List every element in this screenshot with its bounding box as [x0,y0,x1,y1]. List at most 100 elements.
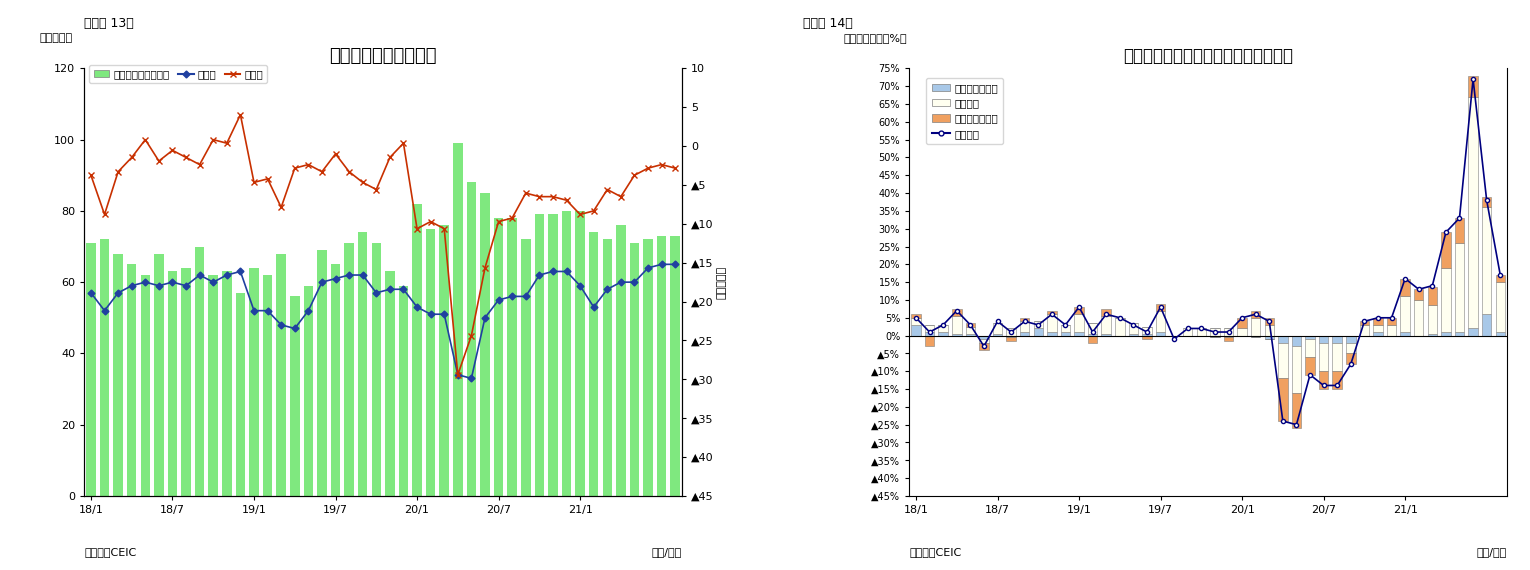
Bar [1469,97,1478,328]
Bar [1102,334,1111,336]
Bar [534,214,545,496]
Bar [965,327,975,334]
Bar [1455,218,1464,243]
Bar [494,218,503,496]
Bar [1374,317,1383,325]
Bar [1155,311,1166,332]
Bar [630,243,640,496]
Bar [1441,233,1450,268]
Bar [1305,336,1314,339]
Bar [603,239,612,496]
Bar [99,239,109,496]
Bar [1278,336,1288,343]
Bar [1021,317,1030,321]
Bar [924,336,935,346]
Bar [548,214,557,496]
Bar [1238,328,1247,336]
Bar [1319,343,1328,371]
Bar [181,268,191,496]
Bar [1455,332,1464,336]
Bar [1346,353,1356,364]
Bar [952,334,961,336]
Bar [979,343,988,350]
Bar [412,203,422,496]
Bar [952,316,961,334]
Y-axis label: （億ドル）: （億ドル） [716,266,727,299]
Bar [1115,317,1125,336]
Bar [1196,328,1206,336]
Bar [1088,323,1097,334]
Bar [453,143,462,496]
Bar [979,339,988,343]
Bar [1386,325,1397,336]
Bar [938,325,949,332]
Bar [965,334,975,336]
Title: フィリピンの貳易収支: フィリピンの貳易収支 [329,47,438,66]
Bar [1319,336,1328,343]
Bar [1210,336,1219,337]
Bar [1264,325,1274,336]
Title: フィリピン　輸出の伸び率（品目別）: フィリピン 輸出の伸び率（品目別） [1123,47,1293,66]
Bar [141,275,150,496]
Legend: 貳易収支（右目盛）, 輸出額, 輸入額: 貳易収支（右目盛）, 輸出額, 輸入額 [89,65,268,83]
Bar [670,236,679,496]
Bar [467,182,476,496]
Bar [1495,332,1506,336]
Bar [1143,334,1152,336]
Bar [1047,314,1057,332]
Bar [617,225,626,496]
Bar [1034,328,1043,336]
Bar [1400,296,1411,332]
Bar [656,236,667,496]
Bar [194,246,205,496]
Bar [1155,332,1166,336]
Bar [439,225,448,496]
Bar [1441,332,1450,336]
Bar [979,336,988,339]
Bar [1386,317,1397,325]
Bar [1143,336,1152,339]
Bar [1034,321,1043,328]
Bar [127,264,136,496]
Bar [1021,332,1030,336]
Text: （資料）CEIC: （資料）CEIC [84,547,136,557]
Bar [386,271,395,496]
Bar [1333,343,1342,371]
Bar [168,271,177,496]
Bar [1305,339,1314,357]
Bar [1047,311,1057,314]
Bar [1021,321,1030,332]
Bar [1074,314,1083,332]
Legend: 一次産品・燃料, 電子製品, その他製品など, 輸出合計: 一次産品・燃料, 電子製品, その他製品など, 輸出合計 [926,78,1004,144]
Text: （年/月）: （年/月） [1476,547,1507,557]
Bar [1238,317,1247,328]
Bar [562,211,571,496]
Bar [1469,75,1478,97]
Text: （資料）CEIC: （資料）CEIC [909,547,961,557]
Bar [303,286,314,496]
Bar [1346,336,1356,343]
Bar [589,233,598,496]
Text: （図表 14）: （図表 14） [803,17,854,30]
Bar [1414,289,1423,300]
Bar [1427,287,1437,306]
Bar [358,233,367,496]
Bar [249,268,259,496]
Bar [222,271,231,496]
Bar [1210,328,1219,336]
Bar [1224,328,1233,336]
Bar [965,323,975,327]
Bar [317,250,327,496]
Bar [912,314,921,317]
Bar [508,218,517,496]
Bar [938,332,949,336]
Bar [952,309,961,316]
Bar [277,254,286,496]
Bar [425,229,436,496]
Text: （年/月）: （年/月） [652,547,682,557]
Bar [1129,323,1138,334]
Bar [1427,334,1437,336]
Bar [1060,325,1069,332]
Bar [1374,332,1383,336]
Bar [1483,197,1492,207]
